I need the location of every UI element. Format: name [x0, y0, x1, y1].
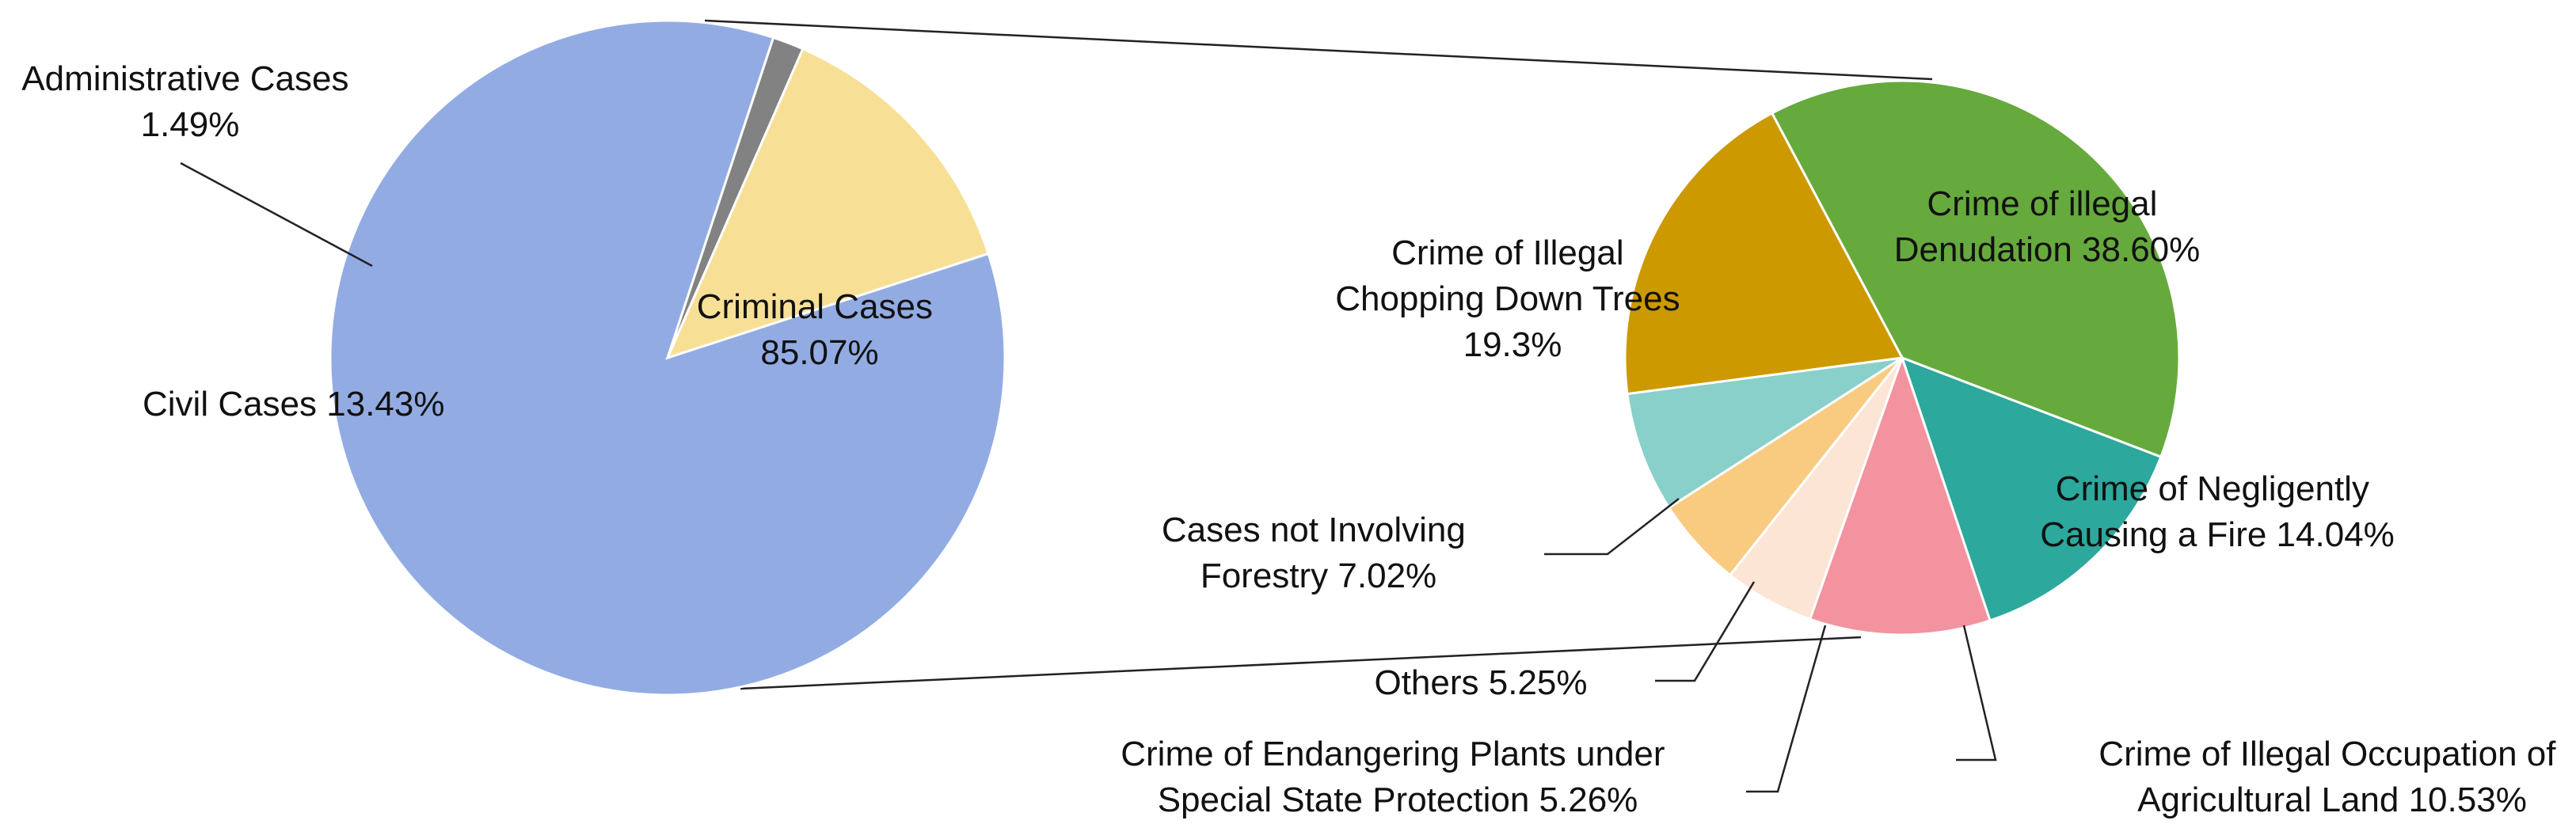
label-negligently-causing-fire: Crime of Negligently Causing a Fire 14.0… [2040, 469, 2395, 554]
leader-line-others [1655, 581, 1756, 682]
connector-line-bottom [740, 636, 1862, 690]
wedge-civil-cases [665, 47, 991, 360]
label-fire-line-1: Crime of Negligently [2056, 469, 2369, 508]
label-agricultural-line-2: Agricultural Land 10.53% [2137, 781, 2527, 819]
label-not-forestry-line-1: Cases not Involving [1162, 511, 1466, 549]
label-agricultural-line-1: Crime of Illegal Occupation of [2098, 735, 2556, 773]
connector-line-top [704, 19, 1933, 81]
leader-line-not-forestry [1544, 498, 1680, 556]
wedge-crime-of-illegal-denudation [1770, 79, 2181, 459]
label-endangering-plants: Crime of Endangering Plants under Specia… [1121, 735, 1675, 819]
label-administrative-cases-line-1: Administrative Cases [21, 59, 348, 98]
wedge-cases-not-involving-forestry [1626, 356, 1903, 510]
label-not-involving-forestry: Cases not Involving Forestry 7.02% [1162, 511, 1475, 595]
label-others: Others 5.25% [1374, 663, 1587, 702]
label-denudation-line-2: Denudation 38.60% [1894, 230, 2201, 269]
label-denudation-line-1: Crime of illegal [1927, 184, 2157, 223]
label-agricultural-land: Crime of Illegal Occupation of Agricultu… [2098, 735, 2565, 819]
wedge-crime-of-negligently-causing-a-fire [1900, 355, 2163, 622]
label-civil-cases-line-1: Civil Cases 13.43% [143, 385, 445, 423]
label-not-forestry-line-2: Forestry 7.02% [1200, 556, 1436, 595]
label-civil-cases: Civil Cases 13.43% [143, 385, 445, 423]
label-administrative-cases-line-2: 1.49% [141, 105, 240, 144]
label-endangering-line-2: Special State Protection 5.26% [1158, 781, 1638, 819]
wedge-crime-of-illegal-occupation-of-agricultural-land [1808, 354, 1992, 636]
main-pie [329, 19, 1006, 697]
label-chopping-line-1: Crime of Illegal [1391, 234, 1623, 272]
label-fire-line-2: Causing a Fire 14.04% [2040, 515, 2395, 554]
label-endangering-line-1: Crime of Endangering Plants under [1121, 735, 1665, 773]
label-criminal-cases-line-2: 85.07% [760, 333, 878, 372]
label-criminal-cases-line-1: Criminal Cases [697, 287, 933, 326]
sub-pie [1623, 79, 2181, 636]
leader-line-endangering [1746, 625, 1827, 793]
label-chopping-line-3: 19.3% [1463, 325, 1562, 364]
label-chopping-line-2: Chopping Down Trees [1335, 279, 1680, 318]
leader-line-administrative [180, 161, 373, 268]
label-criminal-cases: Criminal Cases 85.07% [697, 287, 943, 372]
leader-line-agricultural [1956, 625, 1997, 762]
label-administrative-cases: Administrative Cases 1.49% [21, 59, 359, 144]
label-others-line-1: Others 5.25% [1374, 663, 1587, 702]
wedge-crime-of-illegal-chopping-down-trees [1623, 111, 1904, 396]
label-denudation: Crime of illegal Denudation 38.60% [1894, 184, 2201, 269]
label-chopping-down-trees: Crime of Illegal Chopping Down Trees 19.… [1335, 234, 1690, 364]
